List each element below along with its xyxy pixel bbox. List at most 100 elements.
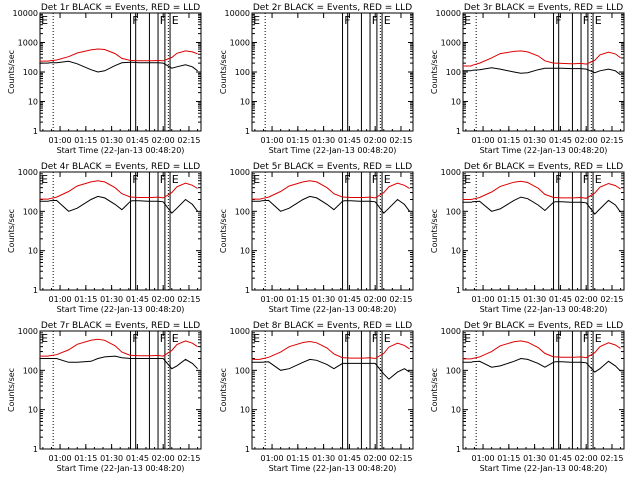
chart-title: Det 5r BLACK = Events, RED = LLD bbox=[253, 162, 412, 172]
flag-marker: F bbox=[132, 173, 138, 186]
flag-marker: E bbox=[41, 173, 48, 186]
x-axis-label: Start Time (22-Jan-13 00:48:20) bbox=[269, 305, 397, 314]
flag-marker: E bbox=[464, 14, 471, 27]
x-tick-label: 01:45 bbox=[549, 136, 572, 145]
lld-series-line bbox=[462, 340, 621, 360]
x-tick-label: 01:30 bbox=[100, 136, 123, 145]
y-tick-label: 10 bbox=[240, 98, 250, 107]
y-tick-label: 100 bbox=[23, 366, 38, 375]
x-tick-label: 02:00 bbox=[575, 136, 598, 145]
x-tick-label: 01:00 bbox=[261, 454, 284, 463]
y-axis-label: Counts/sec bbox=[7, 50, 16, 94]
x-tick-label: 01:00 bbox=[472, 295, 495, 304]
y-tick-label: 10 bbox=[28, 406, 38, 415]
y-tick-label: 1 bbox=[33, 127, 38, 136]
x-tick-label: 02:15 bbox=[177, 454, 200, 463]
x-tick-label: 01:30 bbox=[312, 136, 335, 145]
y-axis-label: Counts/sec bbox=[430, 368, 439, 412]
y-tick-label: 10 bbox=[451, 247, 461, 256]
plot-frame bbox=[251, 171, 414, 291]
lld-series-line bbox=[251, 180, 410, 200]
y-tick-label: 1 bbox=[245, 445, 250, 454]
chart-panel-5: Det 5r BLACK = Events, RED = LLD 1 10 100 10… bbox=[219, 162, 414, 314]
flag-marker: F bbox=[344, 332, 350, 345]
x-tick-label: 02:00 bbox=[364, 295, 387, 304]
x-tick-label: 01:45 bbox=[126, 454, 149, 463]
events-series-line bbox=[251, 195, 410, 214]
x-tick-label: 02:15 bbox=[600, 295, 623, 304]
x-tick-label: 02:15 bbox=[600, 136, 623, 145]
y-tick-label: 1000 bbox=[230, 168, 250, 177]
x-axis-label: Start Time (22-Jan-13 00:48:20) bbox=[57, 464, 185, 473]
y-tick-label: 100 bbox=[23, 68, 38, 77]
x-tick-label: 02:15 bbox=[177, 295, 200, 304]
flag-marker: F bbox=[555, 332, 561, 345]
y-tick-label: 10000 bbox=[13, 9, 38, 18]
chart-panel-2: Det 2r BLACK = Events, RED = LLD 1 10 100 10… bbox=[219, 3, 414, 155]
x-tick-label: 02:15 bbox=[600, 454, 623, 463]
x-tick-label: 02:00 bbox=[152, 295, 175, 304]
events-series-line bbox=[462, 357, 621, 373]
flag-marker: E bbox=[384, 173, 391, 186]
y-tick-label: 1000 bbox=[441, 39, 461, 48]
x-tick-label: 01:30 bbox=[523, 295, 546, 304]
y-tick-label: 100 bbox=[235, 207, 250, 216]
x-tick-label: 02:00 bbox=[152, 454, 175, 463]
plot-frame bbox=[39, 330, 202, 450]
flag-marker: F bbox=[583, 14, 589, 27]
plot-frame bbox=[39, 12, 202, 132]
x-tick-label: 01:45 bbox=[549, 295, 572, 304]
flag-marker: F bbox=[344, 14, 350, 27]
x-tick-label: 01:00 bbox=[472, 454, 495, 463]
x-tick-label: 01:15 bbox=[74, 295, 97, 304]
flag-marker: E bbox=[253, 14, 260, 27]
flag-marker: F bbox=[583, 173, 589, 186]
x-tick-label: 01:15 bbox=[74, 454, 97, 463]
x-axis-label: Start Time (22-Jan-13 00:48:20) bbox=[480, 146, 608, 155]
flag-marker: E bbox=[595, 14, 602, 27]
x-tick-label: 02:00 bbox=[575, 295, 598, 304]
x-tick-label: 01:00 bbox=[49, 454, 72, 463]
y-tick-label: 1000 bbox=[230, 39, 250, 48]
x-tick-label: 01:15 bbox=[497, 454, 520, 463]
flag-marker: F bbox=[160, 332, 166, 345]
plot-frame bbox=[462, 330, 625, 450]
y-axis-label: Counts/sec bbox=[219, 50, 228, 94]
events-series-line bbox=[251, 358, 410, 380]
flag-marker: E bbox=[172, 14, 179, 27]
x-axis-label: Start Time (22-Jan-13 00:48:20) bbox=[269, 464, 397, 473]
x-tick-label: 02:15 bbox=[389, 136, 412, 145]
y-tick-label: 1000 bbox=[441, 327, 461, 336]
events-series-line bbox=[39, 355, 198, 370]
flag-marker: E bbox=[253, 332, 260, 345]
x-tick-label: 02:00 bbox=[364, 454, 387, 463]
plot-frame bbox=[39, 171, 202, 291]
x-tick-label: 01:15 bbox=[74, 136, 97, 145]
y-axis-label: Counts/sec bbox=[430, 50, 439, 94]
y-tick-label: 1 bbox=[456, 286, 461, 295]
flag-marker: E bbox=[384, 14, 391, 27]
x-tick-label: 01:00 bbox=[49, 136, 72, 145]
y-tick-label: 100 bbox=[235, 68, 250, 77]
chart-panel-9: Det 9r BLACK = Events, RED = LLD 1 10 100 10… bbox=[430, 321, 625, 473]
lld-series-line bbox=[39, 180, 198, 200]
chart-title: Det 4r BLACK = Events, RED = LLD bbox=[41, 162, 200, 172]
x-tick-label: 02:15 bbox=[389, 295, 412, 304]
flag-marker: E bbox=[384, 332, 391, 345]
x-tick-label: 01:00 bbox=[261, 136, 284, 145]
flag-marker: F bbox=[372, 14, 378, 27]
x-tick-label: 01:15 bbox=[497, 295, 520, 304]
y-tick-label: 10 bbox=[240, 247, 250, 256]
x-tick-label: 01:15 bbox=[497, 136, 520, 145]
flag-marker: E bbox=[464, 332, 471, 345]
x-tick-label: 01:45 bbox=[126, 295, 149, 304]
lld-series-line bbox=[462, 50, 621, 67]
flag-marker: F bbox=[132, 14, 138, 27]
lld-series-line bbox=[251, 340, 410, 360]
x-tick-label: 01:00 bbox=[49, 295, 72, 304]
flag-marker: F bbox=[132, 332, 138, 345]
y-tick-label: 1000 bbox=[18, 327, 38, 336]
chart-panel-4: Det 4r BLACK = Events, RED = LLD 1 10 100 10… bbox=[7, 162, 202, 314]
flag-marker: E bbox=[172, 173, 179, 186]
